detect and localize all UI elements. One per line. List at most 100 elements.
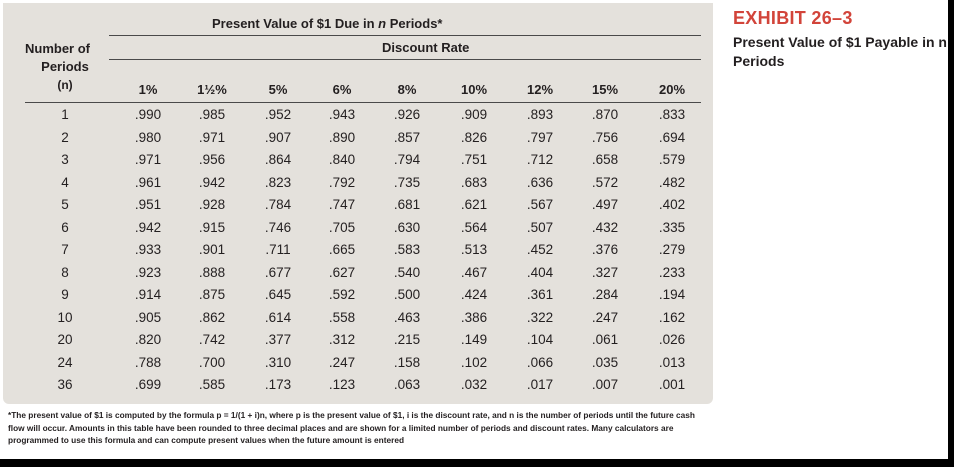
table-cell: .862 — [198, 310, 226, 325]
table-cell: .980 — [134, 130, 162, 145]
table-cell: .513 — [460, 242, 488, 257]
table-cell: .627 — [328, 265, 356, 280]
table-cell: .432 — [591, 220, 619, 235]
table-cell: .794 — [393, 152, 421, 167]
periods-header-line3: (n) — [57, 78, 73, 92]
footnote: *The present value of $1 is computed by … — [8, 410, 695, 445]
table-cell: .467 — [460, 265, 488, 280]
table-cell: .915 — [198, 220, 226, 235]
header-rule — [109, 35, 701, 36]
table-cell: .482 — [658, 175, 686, 190]
page: Present Value of $1 Due in n Periods* Di… — [0, 0, 948, 459]
table-cell: .558 — [328, 310, 356, 325]
table-cell: .971 — [198, 130, 226, 145]
table-cell: .312 — [328, 332, 356, 347]
table-cell: .540 — [393, 265, 421, 280]
table-cell: .711 — [265, 242, 291, 257]
period-label: 24 — [57, 355, 73, 370]
table-cell: .864 — [264, 152, 292, 167]
table-cell: .923 — [134, 265, 162, 280]
exhibit-subtitle: Present Value of $1 Payable in n Periods — [733, 34, 947, 69]
periods-header: Number of Periods (n) — [25, 40, 105, 94]
table-cell: .792 — [328, 175, 356, 190]
table-cell: .585 — [198, 377, 226, 392]
table-cell: .683 — [460, 175, 488, 190]
period-label: 10 — [57, 310, 73, 325]
table-cell: .284 — [591, 287, 619, 302]
table-cell: .665 — [328, 242, 356, 257]
table-cell: .621 — [460, 197, 488, 212]
periods-header-line2: Periods — [41, 59, 89, 74]
table-cell: .063 — [393, 377, 421, 392]
table-cell: .823 — [264, 175, 292, 190]
table-cell: .377 — [264, 332, 292, 347]
table-cell: .564 — [460, 220, 488, 235]
table-cell: .901 — [198, 242, 226, 257]
table-cell: .943 — [328, 107, 356, 122]
table-cell: .756 — [591, 130, 619, 145]
table-cell: .630 — [393, 220, 421, 235]
table-cell: .007 — [591, 377, 619, 392]
table-cell: .788 — [134, 355, 162, 370]
table-cell: .497 — [591, 197, 619, 212]
table-cell: .032 — [460, 377, 488, 392]
table-cell: .500 — [393, 287, 421, 302]
table-cell: .826 — [460, 130, 488, 145]
rate-header: 6% — [332, 82, 352, 97]
table-cell: .797 — [526, 130, 554, 145]
table-cell: .875 — [198, 287, 226, 302]
table-cell: .579 — [658, 152, 686, 167]
table-cell: .386 — [460, 310, 488, 325]
table-cell: .123 — [328, 377, 356, 392]
table-cell: .194 — [658, 287, 686, 302]
rate-header: 10% — [460, 82, 488, 97]
table-cell: .961 — [134, 175, 162, 190]
table-cell: .402 — [658, 197, 686, 212]
table-cell: .694 — [658, 130, 686, 145]
period-label: 7 — [61, 242, 69, 257]
discount-rate-label: Discount Rate — [382, 40, 470, 55]
table-cell: .712 — [526, 152, 554, 167]
period-label: 4 — [61, 175, 69, 190]
table-cell: .592 — [328, 287, 356, 302]
table-cell: .928 — [198, 197, 226, 212]
table-cell: .361 — [526, 287, 554, 302]
frame-border — [0, 459, 954, 467]
table-cell: .840 — [328, 152, 356, 167]
periods-header-line1: Number of — [25, 41, 90, 56]
table-cell: .870 — [591, 107, 619, 122]
period-label: 2 — [61, 130, 69, 145]
table-cell: .173 — [264, 377, 292, 392]
table-cell: .636 — [526, 175, 554, 190]
table-cell: .614 — [264, 310, 292, 325]
table-cell: .990 — [134, 107, 162, 122]
table-cell: .102 — [460, 355, 488, 370]
table-cell: .888 — [198, 265, 226, 280]
rate-header: 8% — [397, 82, 417, 97]
table-cell: .820 — [134, 332, 162, 347]
table-cell: .951 — [134, 197, 162, 212]
table-cell: .452 — [526, 242, 554, 257]
period-label: 8 — [61, 265, 69, 280]
rate-header: 15% — [591, 82, 619, 97]
table-cell: .233 — [658, 265, 686, 280]
table-cell: .061 — [591, 332, 619, 347]
table-cell: .335 — [658, 220, 686, 235]
table-cell: .905 — [134, 310, 162, 325]
table-cell: .645 — [264, 287, 292, 302]
table-cell: .327 — [591, 265, 619, 280]
table-cell: .747 — [328, 197, 356, 212]
header-rule — [109, 59, 701, 60]
table-cell: .746 — [264, 220, 292, 235]
period-label: 3 — [61, 152, 69, 167]
rate-header: 1% — [138, 82, 158, 97]
table-cell: .013 — [658, 355, 686, 370]
table-cell: .162 — [658, 310, 686, 325]
table-cell: .463 — [393, 310, 421, 325]
table-cell: .952 — [264, 107, 292, 122]
table-cell: .279 — [658, 242, 686, 257]
table-cell: .424 — [460, 287, 488, 302]
table-cell: .971 — [134, 152, 162, 167]
period-label: 1 — [61, 107, 69, 122]
table-cell: .700 — [198, 355, 226, 370]
